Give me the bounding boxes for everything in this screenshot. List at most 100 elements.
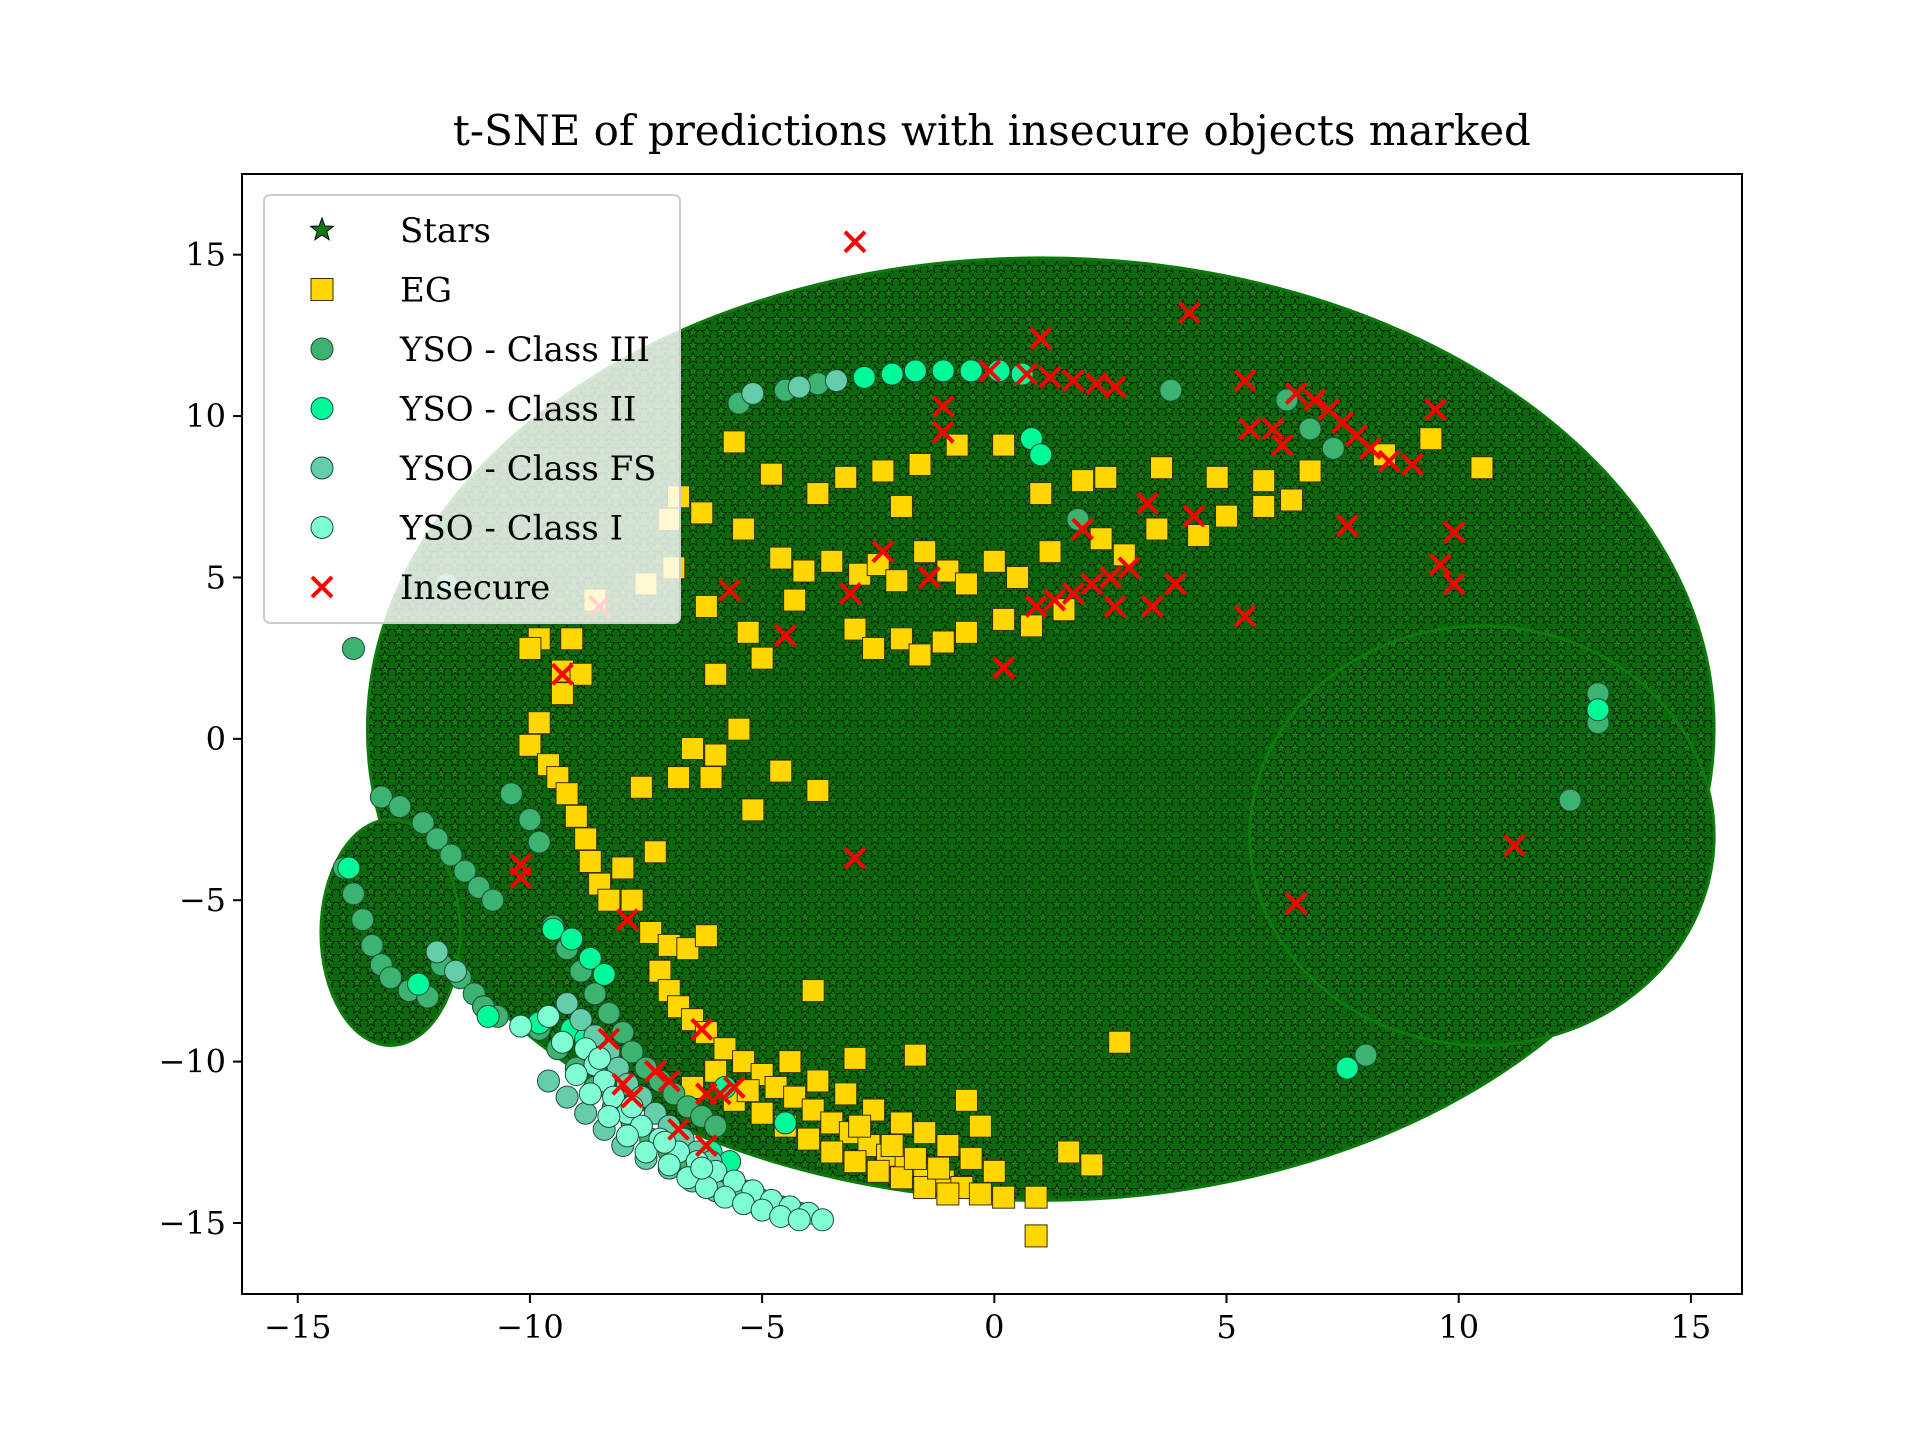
insecure-point: [1029, 327, 1053, 351]
yso-class-iii-point: [583, 982, 607, 1006]
eg-point: [741, 798, 765, 822]
insecure-point: [722, 1076, 746, 1099]
eg-point: [1150, 456, 1174, 480]
y-tick-label: 0: [206, 720, 226, 758]
insecure-point: [657, 1069, 681, 1093]
eg-point: [903, 1146, 927, 1170]
eg-point: [1252, 469, 1276, 493]
eg-point: [834, 1082, 858, 1106]
eg-point: [620, 888, 644, 912]
eg-point: [889, 1111, 913, 1135]
yso-class-iii-point: [453, 859, 477, 883]
yso-class-ii-point: [852, 365, 876, 389]
yso-class-i-point: [690, 1156, 714, 1180]
eg-point: [1089, 527, 1113, 551]
yso-class-iii-point: [597, 1001, 621, 1025]
eg-point: [982, 549, 1006, 573]
legend-marker-square: [310, 278, 334, 301]
insecure-point: [694, 1134, 718, 1157]
y-tick-label: 15: [185, 236, 226, 274]
eg-point: [1187, 523, 1211, 547]
eg-point: [1080, 1153, 1104, 1177]
insecure-point: [1140, 595, 1164, 618]
eg-point: [676, 937, 700, 961]
legend: Stars EG YSO - Class III YSO - Class II YSO …: [263, 194, 681, 624]
eg-point: [597, 888, 621, 912]
eg-point: [843, 617, 867, 641]
yso-class-iii-point: [481, 888, 505, 912]
yso-class-ii-point: [1010, 362, 1034, 386]
insecure-point: [1303, 388, 1327, 412]
yso-class-iii-point: [1558, 788, 1582, 812]
eg-point: [694, 595, 718, 619]
eg-point: [848, 1114, 872, 1138]
yso-class-ii-point: [880, 362, 904, 386]
eg-point: [913, 1175, 937, 1199]
insecure-point: [1038, 365, 1062, 389]
eg-point: [699, 766, 723, 790]
yso-class-ii-point: [1335, 1056, 1359, 1080]
x-tick-label: 15: [1671, 1308, 1712, 1346]
eg-point: [792, 559, 816, 583]
eg-point: [903, 1043, 927, 1067]
eg-point: [959, 1146, 983, 1170]
yso-class-iii-point: [1354, 1043, 1378, 1067]
yso-class-i-point: [615, 1124, 639, 1148]
insecure-point: [871, 540, 895, 564]
insecure-point: [1061, 369, 1085, 392]
insecure-point: [1136, 491, 1159, 515]
legend-label: YSO - Class III: [399, 330, 650, 370]
yso-class-i-point: [597, 1104, 621, 1128]
eg-point: [569, 662, 593, 686]
yso-class-i-point: [657, 1153, 681, 1177]
legend-item: Insecure: [310, 568, 550, 608]
stars-region: [319, 818, 462, 1047]
insecure-point: [718, 578, 742, 602]
insecure-point: [1233, 369, 1257, 392]
insecure-point: [643, 1059, 667, 1083]
eg-point: [908, 452, 932, 476]
eg-point: [982, 1159, 1006, 1183]
yso-class-ii-point: [578, 946, 602, 970]
yso-class-i-point: [787, 1208, 811, 1232]
eg-point: [750, 1101, 774, 1125]
legend-item: Stars: [309, 211, 491, 251]
eg-point: [643, 840, 667, 864]
eg-point: [578, 849, 602, 873]
eg-point: [820, 549, 844, 573]
yso-class-iii-point: [351, 908, 375, 932]
yso-class-iii-point: [518, 808, 542, 832]
eg-point: [1419, 427, 1443, 451]
eg-point: [639, 921, 663, 945]
eg-point: [1470, 456, 1494, 480]
yso-class-iii-point: [379, 966, 403, 990]
eg-point: [936, 1134, 960, 1158]
stars-region: [1248, 624, 1716, 1047]
insecure-point: [1503, 833, 1526, 857]
eg-point: [806, 1069, 830, 1093]
insecure-point: [1377, 449, 1401, 473]
eg-point: [889, 494, 913, 518]
legend-marker-circle: [310, 516, 334, 539]
insecure-point: [1359, 436, 1382, 460]
yso-class-ii-point: [406, 972, 430, 996]
yso-class-iii-point: [611, 1021, 635, 1045]
insecure-point: [1080, 572, 1104, 596]
insecure-point: [1424, 398, 1447, 422]
eg-point: [797, 1127, 821, 1151]
yso-class-ii-point: [903, 359, 927, 383]
legend-marker-circle: [310, 337, 334, 361]
yso-class-iii-point: [388, 795, 412, 819]
eg-point: [968, 1182, 992, 1206]
eg-point: [1006, 565, 1030, 589]
insecure-series: [509, 230, 1526, 1157]
eg-point: [518, 733, 542, 757]
yso-class-ii-point: [541, 917, 565, 941]
yso-class-fs-point: [555, 992, 579, 1016]
yso-class-iii-point: [341, 882, 365, 906]
eg-point: [694, 924, 718, 948]
eg-point: [690, 501, 714, 525]
yso-class-i-series: [509, 1004, 834, 1232]
legend-marker-x: [310, 575, 334, 599]
legend-label: YSO - Class I: [399, 509, 623, 549]
